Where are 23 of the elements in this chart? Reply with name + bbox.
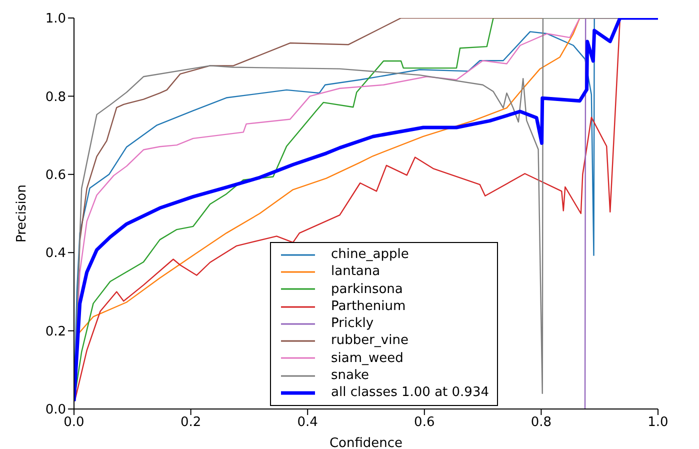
y-tick-label: 0.6 [45,168,66,184]
y-tick-label: 0.8 [45,90,66,105]
y-axis-title: Precision [14,184,30,243]
y-tick-label: 0.0 [45,402,66,418]
legend-label: Prickly [331,315,374,332]
y-tick-label: 0.2 [45,324,66,340]
x-tick-label: 0.4 [297,415,318,430]
x-tick-label: 0.0 [64,415,84,430]
x-tick-label: 0.8 [530,415,552,430]
legend-label: siam_weed [331,350,404,368]
x-axis-title: Confidence [329,436,403,449]
x-tick-label: 1.0 [648,415,668,430]
legend-label: all classes 1.00 at 0.934 [331,384,489,402]
legend-label: parkinsona [331,280,403,298]
legend-label: lantana [331,263,380,281]
x-tick-label: 0.2 [180,415,202,430]
legend-label: Parthenium [331,298,406,316]
legend-label: snake [331,367,370,384]
y-tick-label: 0.4 [45,246,66,262]
legend-label: rubber_vine [331,332,408,350]
y-tick-label: 1.0 [45,12,66,27]
x-tick-label: 0.6 [414,415,435,430]
legend-label: chine_apple [331,246,409,264]
